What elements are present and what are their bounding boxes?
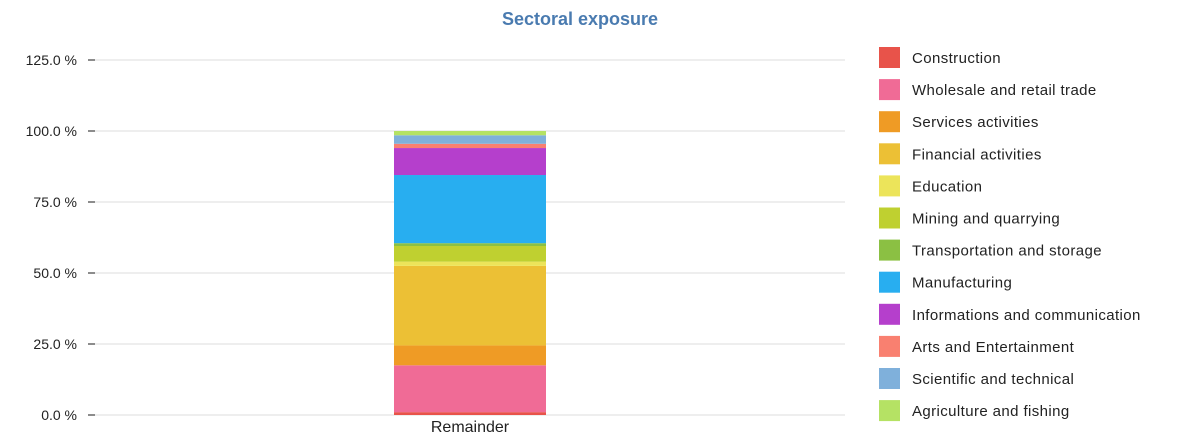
bar-segment-informations-and-communication[interactable] bbox=[394, 148, 546, 176]
legend-swatch bbox=[879, 303, 900, 325]
legend-item[interactable]: Transportation and storage bbox=[879, 239, 1102, 261]
legend-item[interactable]: Wholesale and retail trade bbox=[879, 79, 1097, 101]
legend-item[interactable]: Agriculture and fishing bbox=[879, 400, 1070, 422]
bar-segment-education[interactable] bbox=[394, 261, 546, 266]
legend-item[interactable]: Construction bbox=[879, 47, 1001, 68]
legend-label: Agriculture and fishing bbox=[912, 403, 1070, 420]
legend-item[interactable]: Financial activities bbox=[879, 143, 1042, 165]
y-tick-label: 25.0 % bbox=[33, 336, 77, 352]
legend-swatch bbox=[879, 271, 900, 293]
y-tick-label: 100.0 % bbox=[26, 123, 77, 139]
legend-label: Services activities bbox=[912, 114, 1039, 131]
legend-item[interactable]: Scientific and technical bbox=[879, 368, 1074, 389]
legend-label: Mining and quarrying bbox=[912, 211, 1060, 228]
legend: Construction Wholesale and retail trade Se… bbox=[879, 47, 1141, 422]
legend-swatch bbox=[879, 143, 900, 165]
legend-label: Construction bbox=[912, 50, 1001, 67]
legend-label: Arts and Entertainment bbox=[912, 339, 1075, 356]
bar-segment-scientific-and-technical[interactable] bbox=[394, 135, 546, 144]
bar-segment-services-activities[interactable] bbox=[394, 345, 546, 366]
legend-swatch bbox=[879, 400, 900, 422]
x-axis: Remainder bbox=[431, 419, 510, 436]
y-tick-label: 125.0 % bbox=[26, 52, 77, 68]
chart-title: Sectoral exposure bbox=[502, 9, 658, 29]
legend-swatch bbox=[879, 239, 900, 261]
x-category-label: Remainder bbox=[431, 419, 510, 436]
legend-label: Financial activities bbox=[912, 146, 1042, 163]
legend-item[interactable]: Mining and quarrying bbox=[879, 207, 1060, 229]
bar-segment-wholesale-and-retail-trade[interactable] bbox=[394, 365, 546, 413]
legend-swatch bbox=[879, 47, 900, 68]
bar-segment-construction[interactable] bbox=[394, 412, 546, 415]
legend-item[interactable]: Arts and Entertainment bbox=[879, 335, 1075, 357]
legend-swatch bbox=[879, 207, 900, 229]
legend-item[interactable]: Manufacturing bbox=[879, 271, 1012, 293]
y-tick-label: 75.0 % bbox=[33, 194, 77, 210]
bar-segment-agriculture-and-fishing[interactable] bbox=[394, 131, 546, 136]
legend-swatch bbox=[879, 175, 900, 197]
legend-item[interactable]: Education bbox=[879, 175, 982, 197]
bar-segment-mining-and-quarrying[interactable] bbox=[394, 246, 546, 262]
legend-swatch bbox=[879, 111, 900, 133]
legend-item[interactable]: Informations and communication bbox=[879, 303, 1141, 325]
bar-segment-manufacturing[interactable] bbox=[394, 175, 546, 244]
legend-swatch bbox=[879, 335, 900, 357]
stacked-bars bbox=[394, 131, 546, 415]
legend-item[interactable]: Services activities bbox=[879, 111, 1039, 133]
legend-swatch bbox=[879, 368, 900, 389]
legend-label: Education bbox=[912, 178, 982, 195]
legend-label: Scientific and technical bbox=[912, 371, 1074, 388]
legend-label: Wholesale and retail trade bbox=[912, 82, 1097, 99]
legend-swatch bbox=[879, 79, 900, 101]
legend-label: Manufacturing bbox=[912, 275, 1012, 292]
y-tick-label: 0.0 % bbox=[41, 407, 77, 423]
y-axis: 0.0 % 25.0 % 50.0 % 75.0 % 100.0 % 125.0 % bbox=[26, 52, 95, 423]
y-tick-label: 50.0 % bbox=[33, 265, 77, 281]
legend-label: Informations and communication bbox=[912, 307, 1141, 324]
legend-label: Transportation and storage bbox=[912, 243, 1102, 260]
bar-segment-transportation-and-storage[interactable] bbox=[394, 243, 546, 247]
bar-segment-arts-and-entertainment[interactable] bbox=[394, 143, 546, 149]
bar-segment-financial-activities[interactable] bbox=[394, 265, 546, 346]
